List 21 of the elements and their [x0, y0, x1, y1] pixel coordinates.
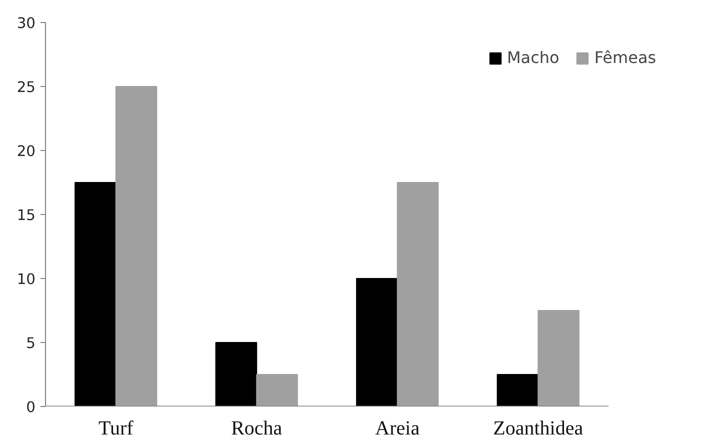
bar [256, 374, 298, 406]
x-tick-label: Rocha [231, 418, 282, 440]
bar [496, 374, 539, 406]
bar [74, 182, 116, 406]
bar [115, 86, 158, 406]
y-tick-label: 25 [16, 79, 36, 96]
legend-label: Macho [507, 48, 560, 67]
bar [215, 342, 258, 406]
y-tick-label: 5 [26, 335, 36, 352]
y-tick-label: 0 [26, 399, 36, 416]
y-tick-label: 10 [16, 271, 36, 288]
bar [396, 182, 439, 406]
x-tick-label: Zoanthidea [493, 418, 584, 440]
bar [356, 278, 398, 406]
y-tick-label: 15 [16, 207, 36, 224]
x-tick-label: Turf [98, 418, 134, 440]
bar [538, 310, 580, 406]
y-tick-label: 20 [16, 143, 36, 160]
legend-label: Fêmeas [594, 48, 656, 67]
x-tick-label: Areia [375, 418, 420, 440]
y-tick-label: 30 [16, 15, 36, 32]
